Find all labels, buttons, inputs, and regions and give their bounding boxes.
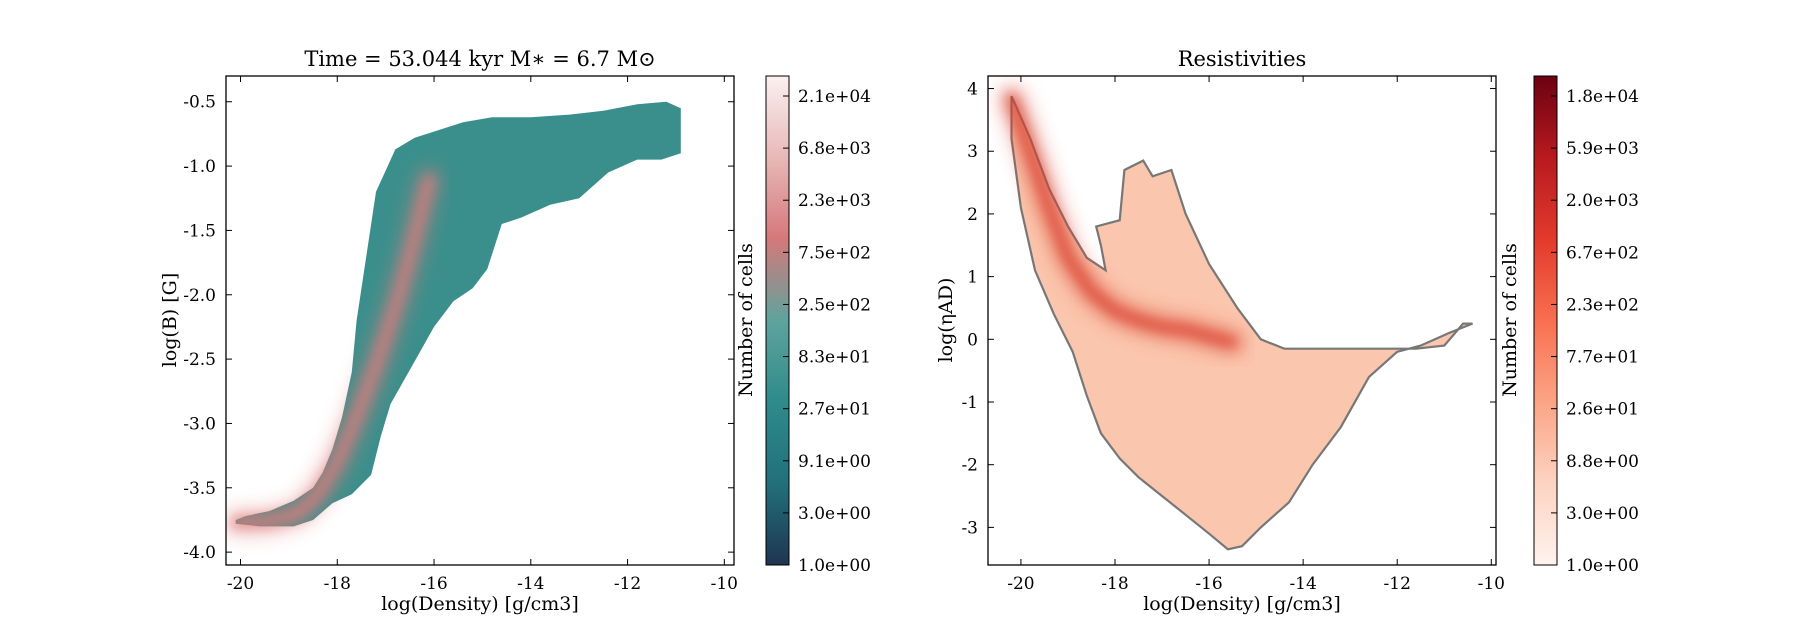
colorbar-tick-label: 7.5e+02 bbox=[798, 243, 871, 263]
colorbar-tick-label: 3.0e+00 bbox=[1566, 504, 1639, 524]
y-tick-label: -2 bbox=[961, 456, 978, 476]
y-tick-label: 3 bbox=[967, 142, 978, 162]
x-tick-label: -16 bbox=[1195, 574, 1222, 594]
axes-frame-2 bbox=[987, 75, 1497, 566]
y-tick-label: 2 bbox=[967, 205, 978, 225]
x-tick-label: -10 bbox=[711, 574, 738, 594]
colorbar-tick-label: 9.1e+00 bbox=[798, 452, 871, 472]
density-polygon bbox=[1010, 95, 1473, 551]
density-ridge bbox=[1007, 93, 1238, 347]
panel-magnetic-field: -20 -18 -16 -14 -12 -10 -4.0-3.5-3.0-2.5-2.0-… bbox=[159, 47, 871, 615]
colorbar-tick-label: 2.0e+03 bbox=[1566, 191, 1639, 211]
plot-area-2 bbox=[1000, 86, 1473, 551]
y-tick-label: -3.0 bbox=[183, 414, 216, 434]
y-axis-ticks-2: -3 -2 -1 0 1 2 3 4 bbox=[961, 80, 1496, 538]
y-axis-ticks-1: -4.0 -3.5 -3.0 -2.5 -2.0 -1.5 -1.0 -0.5 bbox=[183, 93, 734, 563]
colorbar-tick-label: 8.3e+01 bbox=[798, 348, 871, 368]
y-axis-label-2: log(ηAD) bbox=[935, 278, 957, 363]
y-tick-label: -1.5 bbox=[183, 221, 216, 241]
y-tick-label: 0 bbox=[967, 330, 978, 350]
plot-area-1 bbox=[226, 101, 681, 534]
y-tick-label: -2.0 bbox=[183, 286, 216, 306]
y-tick-label: -3 bbox=[961, 518, 978, 538]
x-tick-label: -12 bbox=[1384, 574, 1411, 594]
x-axis-ticks-2: -20 -18 -16 -14 -12 -10 bbox=[1007, 76, 1505, 594]
chart-title-1: Time = 53.044 kyr M∗ = 6.7 M⊙ bbox=[304, 47, 655, 71]
y-tick-label: 4 bbox=[967, 80, 978, 100]
colorbar-tick-label: 6.8e+03 bbox=[798, 139, 871, 159]
x-tick-label: -12 bbox=[614, 574, 641, 594]
x-tick-label: -10 bbox=[1478, 574, 1505, 594]
colorbar-tick-label: 2.3e+03 bbox=[798, 191, 871, 211]
density-region-1 bbox=[226, 101, 681, 534]
x-tick-label: -14 bbox=[1289, 574, 1316, 594]
colorbar-tick-label: 7.7e+01 bbox=[1566, 348, 1639, 368]
colorbar-ticks-1: 1.0e+00 3.0e+00 9.1e+00 2.7e+01 8.3e+01 2.5e+… bbox=[783, 87, 871, 576]
colorbar-ticks-2: 1.0e+00 3.0e+00 8.8e+00 2.6e+01 7.7e+01 2.3e+… bbox=[1551, 87, 1639, 576]
colorbar-tick-label: 1.0e+00 bbox=[798, 556, 871, 576]
axes-frame-1 bbox=[225, 75, 735, 566]
colorbar-tick-label: 1.0e+00 bbox=[1566, 556, 1639, 576]
chart-title-2: Resistivities bbox=[1178, 47, 1307, 71]
colorbar-tick-label: 3.0e+00 bbox=[798, 504, 871, 524]
colorbar-tick-label: 8.8e+00 bbox=[1566, 452, 1639, 472]
y-tick-label: -1.0 bbox=[183, 157, 216, 177]
x-tick-label: -18 bbox=[324, 574, 351, 594]
x-tick-label: -14 bbox=[517, 574, 544, 594]
colorbar-tick-label: 2.7e+01 bbox=[798, 400, 871, 420]
y-tick-label: 1 bbox=[967, 268, 978, 288]
density-polygon bbox=[235, 101, 681, 527]
colorbar-tick-label: 2.1e+04 bbox=[798, 87, 871, 107]
colorbar-label-2: Number of cells bbox=[1499, 243, 1521, 397]
colorbar-2 bbox=[1533, 75, 1558, 566]
y-tick-label: -3.5 bbox=[183, 479, 216, 499]
density-ridge bbox=[231, 174, 434, 527]
y-tick-label: -0.5 bbox=[183, 93, 216, 113]
colorbar-tick-label: 2.6e+01 bbox=[1566, 400, 1639, 420]
x-axis-ticks-1: -20 -18 -16 -14 -12 -10 bbox=[227, 76, 738, 594]
x-axis-label-2: log(Density) [g/cm3] bbox=[1143, 593, 1341, 615]
density-region-2 bbox=[1000, 86, 1473, 551]
x-axis-label-1: log(Density) [g/cm3] bbox=[381, 593, 579, 615]
colorbar-label-1: Number of cells bbox=[735, 243, 757, 397]
x-tick-label: -20 bbox=[227, 574, 254, 594]
y-tick-label: -4.0 bbox=[183, 543, 216, 563]
colorbar-tick-label: 2.3e+02 bbox=[1566, 295, 1639, 315]
x-tick-label: -20 bbox=[1007, 574, 1034, 594]
y-tick-label: -1 bbox=[961, 393, 978, 413]
colorbar-tick-label: 6.7e+02 bbox=[1566, 243, 1639, 263]
x-tick-label: -18 bbox=[1101, 574, 1128, 594]
colorbar-1 bbox=[765, 75, 790, 566]
y-tick-label: -2.5 bbox=[183, 350, 216, 370]
x-tick-label: -16 bbox=[420, 574, 447, 594]
colorbar-tick-label: 5.9e+03 bbox=[1566, 139, 1639, 159]
y-axis-label-1: log(B) [G] bbox=[159, 273, 181, 368]
colorbar-tick-label: 1.8e+04 bbox=[1566, 87, 1639, 107]
colorbar-tick-label: 2.5e+02 bbox=[798, 295, 871, 315]
